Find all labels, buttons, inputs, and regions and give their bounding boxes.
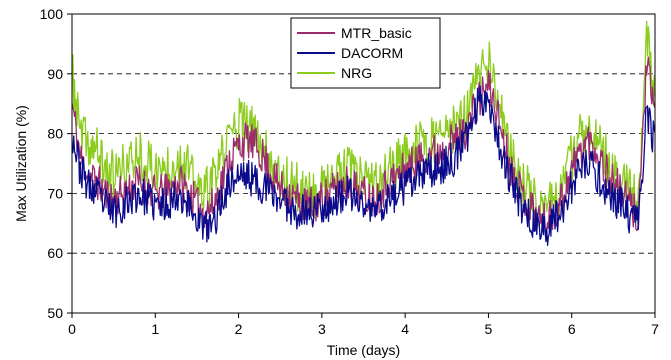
x-tick-label: 0 (68, 321, 76, 337)
y-tick-label: 70 (47, 185, 63, 201)
axis-ticks (67, 13, 656, 318)
x-tick-label: 2 (235, 321, 243, 337)
y-tick-label: 100 (40, 6, 64, 22)
series-line-dacorm (71, 85, 656, 246)
x-tick-label: 5 (485, 321, 493, 337)
y-tick-label: 90 (47, 66, 63, 82)
x-axis-title: Time (days) (327, 342, 400, 358)
plot-area-border (71, 13, 656, 314)
series-lines (71, 20, 656, 246)
tick-labels: 0 1 2 3 4 5 6 7 50 60 70 80 90 100 (40, 6, 659, 337)
series-line-mtr-basic (71, 56, 656, 240)
x-tick-label: 4 (401, 321, 409, 337)
x-tick-label: 3 (318, 321, 326, 337)
legend-label-dacorm: DACORM (341, 45, 403, 61)
y-tick-label: 60 (47, 245, 63, 261)
legend-label-nrg: NRG (341, 65, 372, 81)
y-tick-label: 80 (47, 126, 63, 142)
legend-label-mtr-basic: MTR_basic (341, 25, 412, 41)
x-tick-label: 7 (651, 321, 659, 337)
y-axis-title: Max Utilization (%) (13, 105, 29, 222)
legend: MTR_basic DACORM NRG (290, 17, 441, 89)
y-tick-label: 50 (47, 305, 63, 321)
x-tick-label: 6 (568, 321, 576, 337)
x-tick-label: 1 (151, 321, 159, 337)
